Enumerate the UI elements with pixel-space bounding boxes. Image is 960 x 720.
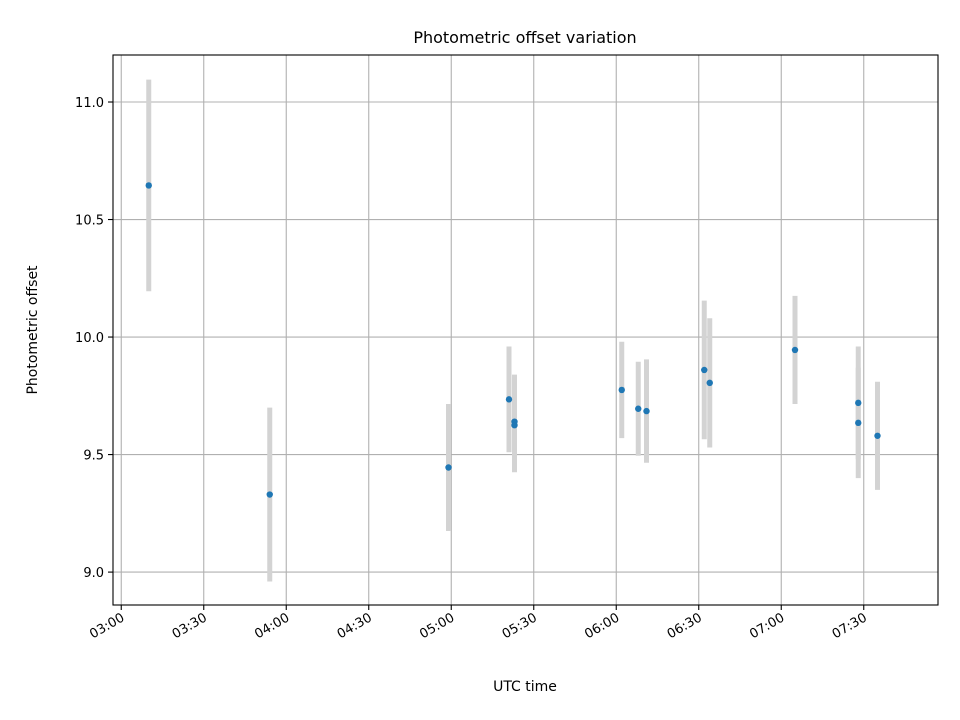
data-point [701,366,708,374]
data-point [445,464,452,471]
chart-title: Photometric offset variation [413,28,636,47]
data-point [511,421,518,429]
data-point [618,386,625,394]
x-axis-label: UTC time [493,679,557,695]
data-point [855,419,862,427]
y-tick-label: 9.0 [83,566,104,581]
y-tick-label: 10.0 [75,331,104,346]
y-axis-ticks: 9.0 9.5 10.0 10.5 11.0 [75,96,113,581]
data-point [266,491,273,498]
data-point [791,346,799,354]
data-point [145,182,152,189]
plot-frame [112,54,939,606]
data-point [874,432,881,439]
data-point [635,405,642,412]
y-tick-label: 9.5 [83,449,104,464]
data-point [643,407,650,415]
y-tick-label: 11.0 [75,96,104,111]
y-tick-label: 10.5 [75,214,104,229]
data-points [145,182,881,498]
data-point [855,399,862,407]
y-axis-label: Photometric offset [25,265,41,395]
grid [113,55,938,605]
data-point [706,379,713,387]
data-point [505,396,513,403]
